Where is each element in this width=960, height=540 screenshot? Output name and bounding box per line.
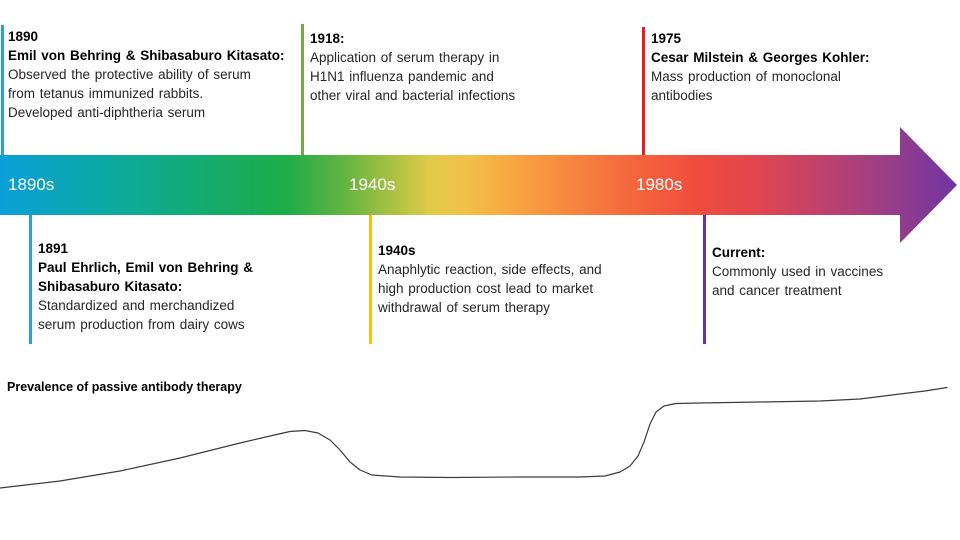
event-subtitle: Cesar Milstein & Georges Kohler:: [651, 50, 870, 65]
event-body: Application of serum therapy in H1N1 inf…: [310, 50, 516, 103]
event-title: 1940s: [378, 243, 416, 258]
connector-line-1890: [1, 25, 4, 155]
event-block-1890: 1890 Emil von Behring & Shibasaburo Kita…: [8, 27, 308, 122]
event-block-1891: 1891 Paul Ehrlich, Emil von Behring & Sh…: [38, 239, 328, 334]
event-title: 1975: [651, 31, 682, 46]
timeline-arrow: [0, 127, 957, 243]
event-subtitle: Paul Ehrlich, Emil von Behring & Shibasa…: [38, 260, 254, 294]
connector-line-1918: [301, 24, 304, 155]
event-subtitle: Emil von Behring & Shibasaburo Kitasato:: [8, 48, 285, 63]
event-body: Observed the protective ability of serum…: [8, 67, 251, 120]
event-title: 1891: [38, 241, 69, 256]
event-title: Current:: [712, 245, 766, 260]
connector-line-1891: [29, 215, 32, 344]
prevalence-label: Prevalence of passive antibody therapy: [7, 380, 242, 394]
connector-line-1940s: [369, 215, 372, 344]
prevalence-curve-path: [0, 386, 948, 489]
event-body: Mass production of monoclonal antibodies: [651, 69, 841, 103]
event-block-1975: 1975 Cesar Milstein & Georges Kohler: Ma…: [651, 29, 921, 105]
connector-line-1975: [642, 27, 645, 155]
decade-label-1940s: 1940s: [349, 175, 396, 194]
event-title: 1890: [8, 29, 39, 44]
event-block-current: Current: Commonly used in vaccines and c…: [712, 243, 960, 300]
arrow-band: [0, 155, 900, 215]
connector-line-current: [703, 215, 706, 344]
decade-label-1890s: 1890s: [8, 175, 55, 194]
event-block-1940s: 1940s Anaphlytic reaction, side effects,…: [378, 241, 678, 317]
arrow-head: [900, 127, 957, 243]
event-body: Anaphlytic reaction, side effects, and h…: [378, 262, 602, 315]
event-body: Commonly used in vaccines and cancer tre…: [712, 264, 884, 298]
event-title: 1918:: [310, 31, 345, 46]
event-body: Standardized and merchandized serum prod…: [38, 298, 245, 332]
decade-label-1980s: 1980s: [636, 175, 683, 194]
event-block-1918: 1918: Application of serum therapy in H1…: [310, 29, 610, 105]
prevalence-curve: [0, 386, 948, 489]
